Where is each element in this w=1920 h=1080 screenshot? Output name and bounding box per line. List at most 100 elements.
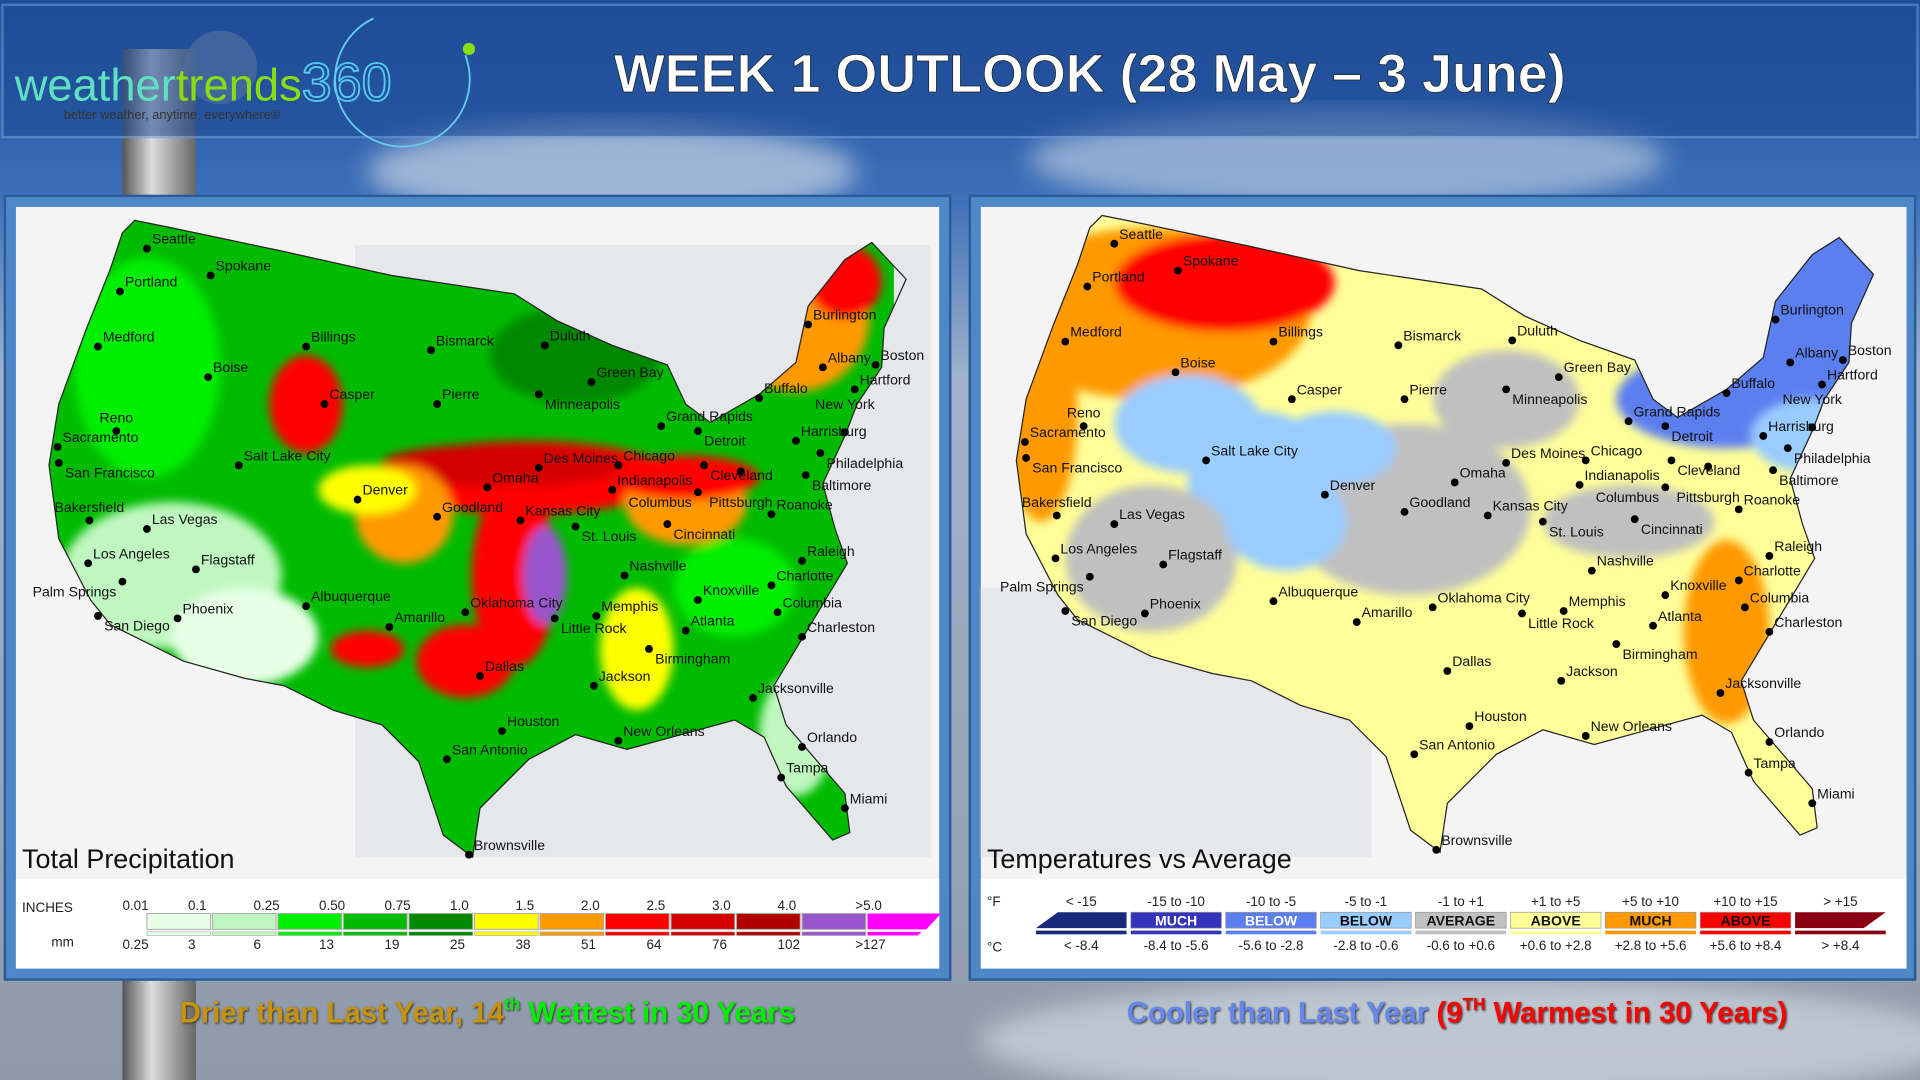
legend-celsius-range: -8.4 to -5.6 (1144, 938, 1209, 953)
city-label: Hartford (860, 371, 911, 387)
city-label: Miami (1817, 785, 1855, 801)
city-marker (116, 287, 124, 296)
city-label: Duluth (550, 327, 591, 343)
city-label: Memphis (601, 598, 658, 614)
city-label: Memphis (1569, 593, 1626, 609)
city-marker (53, 443, 62, 451)
city-marker (1661, 591, 1670, 600)
city-marker (498, 727, 506, 735)
city-marker (663, 520, 672, 528)
city-marker (540, 341, 549, 350)
city-marker (516, 516, 525, 525)
legend-swatch (342, 912, 408, 930)
city-marker (85, 516, 94, 525)
city-marker (798, 632, 806, 641)
city-label: Charleston (807, 619, 875, 635)
city-marker (1079, 422, 1088, 431)
city-label: Jacksonville (758, 680, 834, 696)
city-marker (1734, 576, 1743, 585)
city-label: Medford (1070, 324, 1122, 340)
city-marker (550, 614, 559, 623)
city-label: Detroit (1671, 428, 1713, 444)
city-label: Cleveland (1678, 462, 1741, 478)
city-marker (614, 736, 623, 745)
city-marker (94, 612, 102, 620)
legend-inches-value: 2.5 (647, 898, 666, 913)
city-label: Bakersfield (1022, 494, 1092, 510)
city-marker (694, 427, 702, 435)
city-marker (587, 378, 596, 386)
city-marker (1722, 389, 1731, 397)
city-marker (1704, 462, 1713, 471)
legend-mm-value: 13 (319, 937, 334, 952)
precipitation-value-region (612, 455, 760, 500)
legend-swatch (670, 912, 736, 930)
city-marker (1465, 722, 1474, 731)
city-marker (1287, 395, 1296, 404)
city-marker (1581, 456, 1590, 465)
city-label: Denver (1330, 477, 1376, 493)
inches-unit-label: INCHES (22, 900, 73, 915)
city-label: Kansas City (525, 503, 601, 519)
legend-mm-value: 0.25 (122, 937, 148, 952)
city-marker (302, 342, 311, 351)
city-marker (818, 363, 827, 372)
city-marker (465, 850, 473, 859)
temperature-legend: °F °C < -15 < -8.4 -15 to -10 -8.4 to -5.6 MUC… (987, 894, 1886, 954)
city-label: Des Moines (544, 450, 618, 466)
legend-fahrenheit-range: +5 to +10 (1622, 894, 1679, 909)
precipitation-value-region (471, 483, 558, 668)
city-label: Amarillo (1362, 604, 1413, 620)
city-label: Chicago (1591, 443, 1643, 459)
city-label: Orlando (807, 729, 857, 745)
mm-unit-label: mm (51, 935, 73, 950)
temperature-caption: Cooler than Last Year (9TH Warmest in 30… (1127, 994, 1788, 1029)
city-label: Orlando (1774, 724, 1824, 740)
city-label: Charlotte (776, 567, 833, 583)
city-marker (1575, 480, 1584, 489)
city-marker (427, 346, 435, 355)
city-marker (1744, 768, 1753, 777)
city-label: Phoenix (1150, 596, 1201, 612)
city-marker (1734, 505, 1743, 514)
city-marker (433, 512, 442, 521)
city-label: Amarillo (394, 609, 445, 625)
city-marker (798, 743, 806, 751)
city-marker (755, 394, 764, 402)
city-marker (1554, 373, 1563, 382)
city-marker (1538, 517, 1547, 526)
legend-mm-value: 19 (384, 937, 399, 952)
precipitation-value-region (416, 624, 515, 698)
city-marker (1508, 336, 1517, 345)
city-label: Bismarck (436, 332, 495, 348)
city-label: Atlanta (691, 613, 735, 629)
city-marker (850, 385, 859, 394)
city-label: Pierre (442, 386, 480, 402)
legend-celsius-range: +5.6 to +8.4 (1710, 938, 1782, 953)
city-label: Grand Rapids (666, 408, 753, 424)
city-marker (614, 461, 623, 470)
city-label: Spokane (1183, 253, 1239, 269)
legend-celsius-range: +0.6 to +2.8 (1520, 938, 1592, 953)
city-label: Buffalo (764, 380, 808, 396)
city-label: San Francisco (65, 465, 155, 481)
city-label: Portland (125, 274, 177, 290)
city-marker (1502, 458, 1511, 467)
precipitation-panel: Seattle Spokane Portland Medford Boise Billin… (3, 194, 952, 981)
legend-fahrenheit-range: -15 to -10 (1147, 894, 1205, 909)
city-marker (1716, 689, 1725, 697)
city-marker (1432, 845, 1441, 854)
city-marker (1769, 466, 1777, 475)
legend-swatch (801, 912, 867, 930)
city-label: Spokane (216, 258, 272, 274)
city-label: Brownsville (1441, 832, 1512, 848)
city-marker (1765, 627, 1774, 636)
us-outline (1015, 214, 1875, 854)
city-label: Brownsville (474, 837, 545, 853)
city-marker (143, 244, 151, 253)
city-label: Cincinnati (673, 526, 735, 542)
legend-fahrenheit-range: +1 to +5 (1531, 894, 1580, 909)
logo-text-trends: trends (176, 59, 302, 110)
city-label: Roanoke (776, 496, 833, 512)
city-label: Detroit (704, 433, 746, 449)
